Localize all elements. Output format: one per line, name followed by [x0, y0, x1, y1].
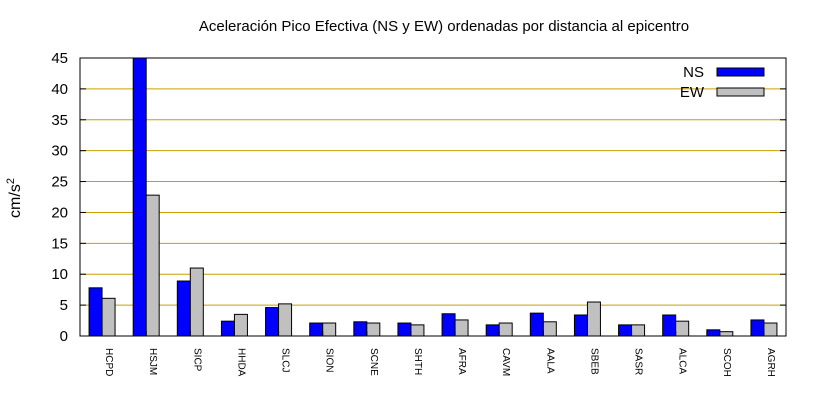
- bar-ns-aala: [529, 312, 544, 337]
- bar-ew-shth: [410, 324, 425, 337]
- bar-ns-sbeb: [573, 314, 588, 337]
- bar-ew-agrh: [763, 322, 778, 337]
- y-tick-label-25: 25: [51, 174, 68, 191]
- bar-ns-shth: [397, 322, 412, 337]
- bar-ew-aala: [542, 321, 557, 337]
- axis-layer: 0 5 10 15 20 25 30 35 40 45 HCPD HSJM SICP HHDA SLCJ SI…: [51, 50, 787, 377]
- bar-ns-scne: [353, 321, 368, 337]
- y-tick-label-30: 30: [51, 143, 68, 160]
- x-tick-label-shth: SHTH: [412, 348, 423, 375]
- y-tick-label-20: 20: [51, 204, 68, 221]
- y-tick-label-5: 5: [60, 297, 68, 314]
- bar-ns-sion: [309, 322, 324, 337]
- y-tick-label-0: 0: [60, 328, 68, 345]
- x-tick-label-cavm: CAVM: [500, 348, 511, 376]
- x-tick-label-sasr: SASR: [633, 348, 644, 375]
- x-tick-label-hcpd: HCPD: [103, 348, 114, 376]
- bar-ew-sicp: [189, 267, 204, 337]
- x-tick-label-sbeb: SBEB: [588, 348, 599, 375]
- plot-border: [79, 57, 787, 337]
- legend-label-ew: EW: [680, 84, 705, 101]
- x-tick-label-agrh: AGRH: [765, 348, 776, 377]
- x-tick-label-afra: AFRA: [456, 348, 467, 375]
- bar-ew-sbeb: [586, 301, 601, 337]
- bar-ns-hsjm: [132, 57, 147, 337]
- legend-swatch-ew: [716, 87, 765, 97]
- y-axis-label-unit: cm/s: [7, 184, 24, 218]
- bar-ns-hhda: [220, 320, 235, 337]
- x-tick-label-sicp: SICP: [191, 348, 202, 372]
- x-tick-label-hhda: HHDA: [235, 348, 246, 377]
- y-axis-label-superscript: 2: [5, 178, 17, 184]
- bar-ns-sasr: [618, 324, 633, 337]
- bar-ew-afra: [454, 319, 469, 337]
- bars-layer: [88, 57, 778, 337]
- bar-ns-hcpd: [88, 287, 103, 337]
- bar-ns-afra: [441, 313, 456, 337]
- grid-layer: [80, 88, 786, 306]
- bar-ew-scoh: [719, 331, 734, 337]
- y-tick-label-45: 45: [51, 50, 68, 67]
- x-tick-label-scne: SCNE: [368, 348, 379, 376]
- bar-ew-alca: [675, 320, 690, 337]
- x-tick-label-slcj: SLCJ: [280, 348, 291, 372]
- x-tick-label-hsjm: HSJM: [147, 348, 158, 375]
- bar-ew-hcpd: [101, 297, 116, 337]
- chart-title: Aceleración Pico Efectiva (NS y EW) orde…: [199, 18, 689, 35]
- bar-ew-hsjm: [145, 194, 160, 337]
- legend-label-ns: NS: [683, 64, 704, 81]
- y-tick-label-10: 10: [51, 266, 68, 283]
- y-tick-label-15: 15: [51, 235, 68, 252]
- x-tick-label-alca: ALCA: [677, 348, 688, 374]
- legend-swatch-ns: [716, 67, 765, 77]
- bar-ns-cavm: [485, 324, 500, 337]
- x-tick-label-sion: SION: [324, 348, 335, 372]
- bar-ew-cavm: [498, 322, 513, 337]
- x-tick-label-scoh: SCOH: [721, 348, 732, 377]
- bar-ns-alca: [662, 314, 677, 337]
- x-tick-label-aala: AALA: [544, 348, 555, 374]
- bar-ns-scoh: [706, 329, 721, 337]
- legend: NS EW: [680, 64, 765, 101]
- bar-ew-slcj: [278, 303, 293, 337]
- y-axis-label: cm/s2: [5, 178, 24, 218]
- bar-ew-scne: [366, 322, 381, 337]
- bar-ew-sasr: [631, 324, 646, 337]
- bar-ns-slcj: [265, 307, 280, 337]
- bar-ew-sion: [322, 322, 337, 337]
- y-tick-label-35: 35: [51, 112, 68, 129]
- bar-ns-agrh: [750, 319, 765, 337]
- bar-ns-sicp: [176, 280, 191, 337]
- y-tick-label-40: 40: [51, 81, 68, 98]
- bar-ew-hhda: [233, 313, 248, 337]
